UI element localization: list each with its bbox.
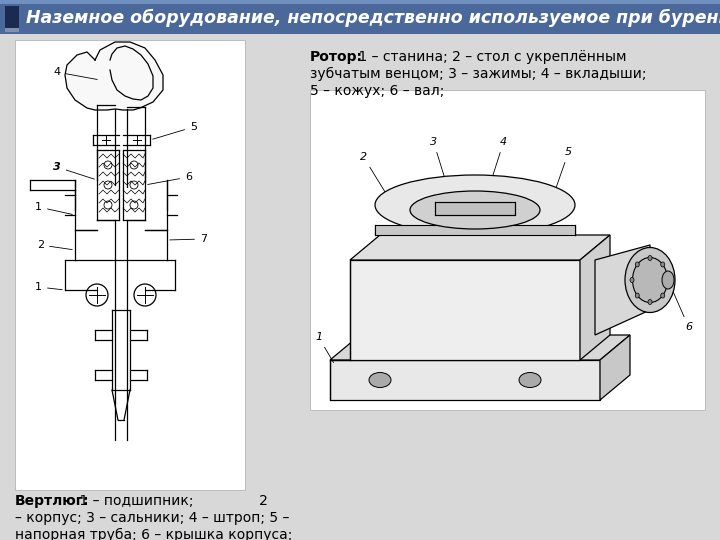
Ellipse shape <box>410 191 540 229</box>
Ellipse shape <box>648 255 652 260</box>
Text: – корпус; 3 – сальники; 4 – штроп; 5 –: – корпус; 3 – сальники; 4 – штроп; 5 – <box>15 511 289 525</box>
Bar <box>5 6 19 30</box>
Ellipse shape <box>375 175 575 235</box>
Text: 2: 2 <box>360 152 389 198</box>
Bar <box>0 0 720 4</box>
Text: 1 – подшипник;               2: 1 – подшипник; 2 <box>75 494 268 508</box>
Text: зубчатым венцом; 3 – зажимы; 4 – вкладыши;: зубчатым венцом; 3 – зажимы; 4 – вкладыш… <box>310 67 647 81</box>
Text: 1 – станина; 2 – стол с укреплённым: 1 – станина; 2 – стол с укреплённым <box>354 50 626 64</box>
Ellipse shape <box>666 278 670 282</box>
Ellipse shape <box>630 278 634 282</box>
Polygon shape <box>350 260 580 360</box>
Text: 5 – кожух; 6 – вал;: 5 – кожух; 6 – вал; <box>310 84 444 98</box>
Text: Вертлюг:: Вертлюг: <box>15 494 89 508</box>
Text: 3: 3 <box>430 137 449 192</box>
Polygon shape <box>330 360 600 400</box>
Polygon shape <box>330 335 630 360</box>
Bar <box>5 28 19 32</box>
Text: 5: 5 <box>551 147 572 202</box>
Text: 4: 4 <box>486 137 507 197</box>
Polygon shape <box>375 225 575 235</box>
Ellipse shape <box>369 373 391 388</box>
Text: 2: 2 <box>37 240 72 250</box>
Ellipse shape <box>648 300 652 305</box>
Text: 3: 3 <box>53 162 94 179</box>
Text: 1: 1 <box>315 332 333 362</box>
Text: напорная труба; 6 – крышка корпуса;: напорная труба; 6 – крышка корпуса; <box>15 528 292 540</box>
Text: 6: 6 <box>148 172 192 185</box>
Text: Наземное оборудование, непосредственно используемое при бурении: Наземное оборудование, непосредственно и… <box>26 9 720 27</box>
Ellipse shape <box>662 271 674 289</box>
Bar <box>0 0 720 34</box>
Bar <box>15 40 245 490</box>
Text: 1: 1 <box>35 282 62 292</box>
Text: 7: 7 <box>170 234 207 244</box>
Polygon shape <box>435 202 515 215</box>
Ellipse shape <box>635 293 639 298</box>
Polygon shape <box>65 42 163 110</box>
Bar <box>310 90 705 410</box>
Ellipse shape <box>661 262 665 267</box>
Polygon shape <box>580 235 610 360</box>
Polygon shape <box>350 235 610 260</box>
Ellipse shape <box>519 373 541 388</box>
Text: 4: 4 <box>53 67 97 79</box>
Polygon shape <box>600 335 630 400</box>
Polygon shape <box>595 245 650 335</box>
Text: 6: 6 <box>669 282 692 332</box>
Ellipse shape <box>625 247 675 313</box>
Ellipse shape <box>635 262 639 267</box>
Text: 5: 5 <box>153 122 197 139</box>
Ellipse shape <box>661 293 665 298</box>
Text: 1: 1 <box>35 202 72 214</box>
Text: Ротор:: Ротор: <box>310 50 363 64</box>
Ellipse shape <box>632 258 667 302</box>
